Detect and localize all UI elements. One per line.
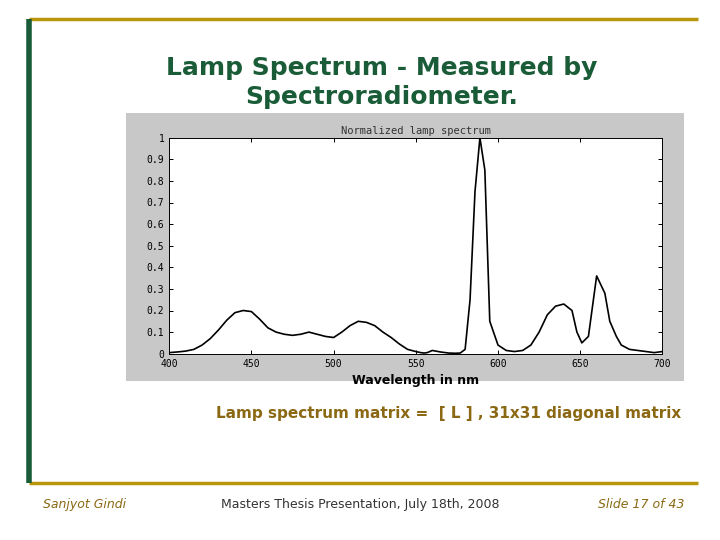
X-axis label: Wavelength in nm: Wavelength in nm (352, 374, 480, 387)
Text: Lamp spectrum matrix =  [ L ] , 31x31 diagonal matrix: Lamp spectrum matrix = [ L ] , 31x31 dia… (216, 406, 681, 421)
Text: Spectroradiometer.: Spectroradiometer. (246, 85, 518, 109)
Text: Sanjyot Gindi: Sanjyot Gindi (43, 498, 126, 511)
Text: Masters Thesis Presentation, July 18th, 2008: Masters Thesis Presentation, July 18th, … (221, 498, 499, 511)
Text: Slide 17 of 43: Slide 17 of 43 (598, 498, 684, 511)
Text: Lamp Spectrum - Measured by: Lamp Spectrum - Measured by (166, 56, 598, 79)
Title: Normalized lamp spectrum: Normalized lamp spectrum (341, 125, 491, 136)
